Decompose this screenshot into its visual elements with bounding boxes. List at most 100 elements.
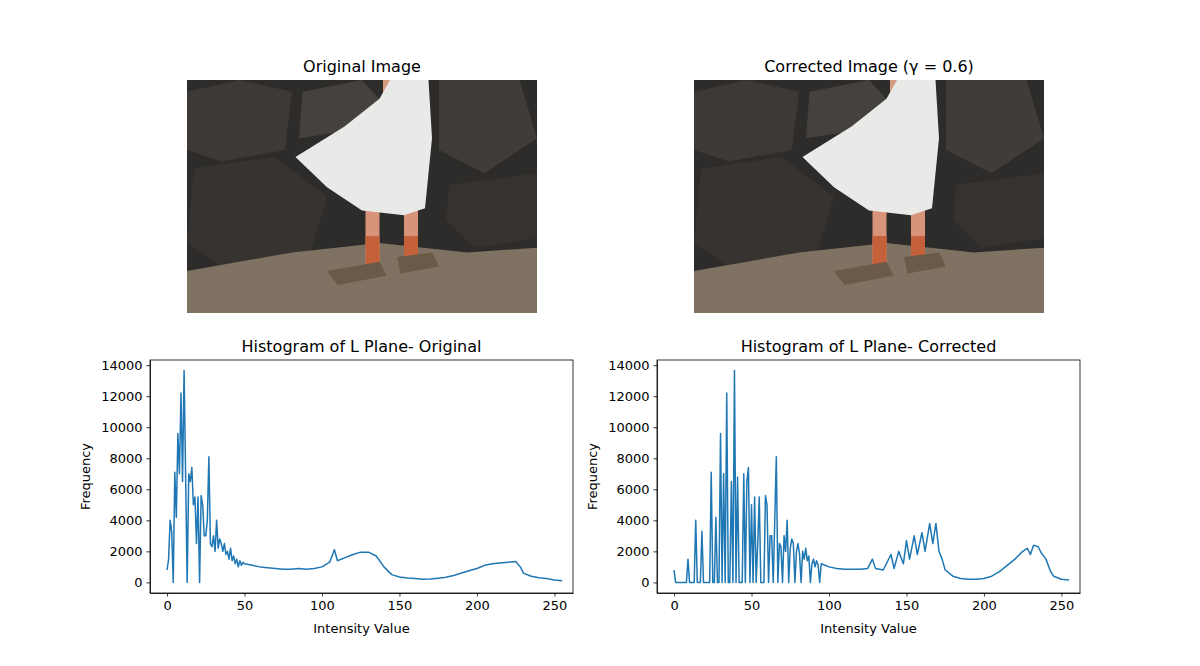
photo-sock (873, 236, 887, 266)
y-tick-label: 6000 (616, 482, 649, 497)
figure: Original ImageCorrected Image (γ = 0.6)0… (0, 0, 1200, 666)
photo-shoe (397, 252, 439, 273)
y-tick-label: 10000 (101, 420, 142, 435)
y-tick-mark (654, 551, 658, 552)
y-tick-mark (654, 489, 658, 490)
photo-skirt (803, 80, 940, 215)
x-tick: 150 (388, 593, 413, 613)
y-tick-label: 2000 (616, 544, 649, 559)
y-tick: 14000 (608, 358, 657, 373)
photo-rock (694, 157, 834, 267)
photo-shoe (327, 262, 387, 285)
x-tick: 0 (670, 593, 678, 613)
y-tick: 4000 (109, 513, 150, 528)
y-axis: 02000400060008000100001200014000 (101, 358, 150, 594)
x-tick-mark (906, 593, 907, 597)
y-tick: 14000 (101, 358, 150, 373)
y-tick-mark (654, 458, 658, 459)
y-tick-label: 8000 (109, 451, 142, 466)
y-tick: 10000 (608, 420, 657, 435)
y-tick-mark (147, 427, 151, 428)
photo-leg (404, 210, 418, 259)
x-tick-mark (829, 593, 830, 597)
x-tick-label: 100 (817, 598, 842, 613)
x-tick: 200 (465, 593, 490, 613)
plot-area (167, 371, 562, 583)
photo-sand (187, 243, 537, 313)
figure-background (0, 0, 1200, 666)
photo-rock (187, 157, 327, 267)
photo-rock (946, 80, 1044, 173)
y-tick-mark (654, 365, 658, 366)
y-tick-label: 14000 (608, 358, 649, 373)
x-tick: 100 (817, 593, 842, 613)
photo-skirt (296, 80, 433, 215)
y-tick-mark (147, 396, 151, 397)
photo-shoe (834, 262, 894, 285)
y-tick: 2000 (109, 544, 150, 559)
y-tick: 0 (641, 575, 657, 590)
photo (694, 80, 1044, 313)
plot-background (150, 360, 573, 593)
y-tick-label: 12000 (101, 389, 142, 404)
chart-title: Original Image (303, 57, 421, 76)
x-axis: 050100150200250 (151, 593, 574, 613)
y-tick: 2000 (616, 544, 657, 559)
y-axis-title: Frequency (585, 443, 600, 510)
y-tick-label: 0 (641, 575, 649, 590)
y-tick-mark (147, 365, 151, 366)
photo-leg (873, 208, 887, 266)
chart-title: Histogram of L Plane- Corrected (741, 337, 997, 356)
y-tick-mark (654, 396, 658, 397)
photo-background (694, 80, 1044, 313)
x-axis: 0 50 100 150 200 250 (658, 593, 1081, 613)
y-tick: 12000 (101, 389, 150, 404)
y-tick: 10000 (101, 420, 150, 435)
photo-rock (953, 173, 1044, 248)
x-tick-mark (984, 593, 985, 597)
x-tick-mark (752, 593, 753, 597)
y-tick: 6000 (616, 482, 657, 497)
x-tick: 50 (237, 593, 254, 613)
x-tick-label: 50 (744, 598, 761, 613)
photo (187, 80, 537, 313)
y-tick-mark (147, 458, 151, 459)
y-tick-mark (147, 551, 151, 552)
x-tick: 250 (542, 593, 567, 613)
y-tick: 8000 (616, 451, 657, 466)
axes-frame (657, 360, 1080, 593)
y-tick-label: 14000 (101, 358, 142, 373)
y-tick-label: 10000 (608, 420, 649, 435)
chart-title: Histogram of L Plane- Original (242, 337, 482, 356)
y-axis-title: Frequency (78, 443, 93, 510)
y-tick: 12000 (608, 389, 657, 404)
x-tick: 250 (1049, 593, 1074, 613)
x-tick-label: 150 (388, 598, 413, 613)
x-tick-mark (399, 593, 400, 597)
x-tick-mark (674, 593, 675, 597)
x-tick-label: 250 (1049, 598, 1074, 613)
y-tick-mark (654, 427, 658, 428)
y-tick-label: 12000 (608, 389, 649, 404)
photo-leg (911, 210, 925, 259)
photo-rock (446, 173, 537, 248)
x-tick-mark (322, 593, 323, 597)
y-tick-label: 8000 (616, 451, 649, 466)
x-tick: 150 (895, 593, 920, 613)
x-tick-label: 250 (542, 598, 567, 613)
photo-background (187, 80, 537, 313)
y-tick-mark (147, 520, 151, 521)
data-line (167, 371, 562, 583)
x-axis-title: Intensity Value (313, 621, 409, 636)
photo-sand (694, 243, 1044, 313)
photo-shoe (904, 252, 946, 273)
x-tick-label: 150 (895, 598, 920, 613)
x-tick-label: 50 (237, 598, 254, 613)
y-tick-label: 4000 (616, 513, 649, 528)
y-tick-mark (654, 520, 658, 521)
y-tick: 0 (134, 575, 150, 590)
x-tick-label: 200 (972, 598, 997, 613)
y-tick-label: 2000 (109, 544, 142, 559)
y-tick-mark (654, 582, 658, 583)
plot-background (657, 360, 1080, 593)
